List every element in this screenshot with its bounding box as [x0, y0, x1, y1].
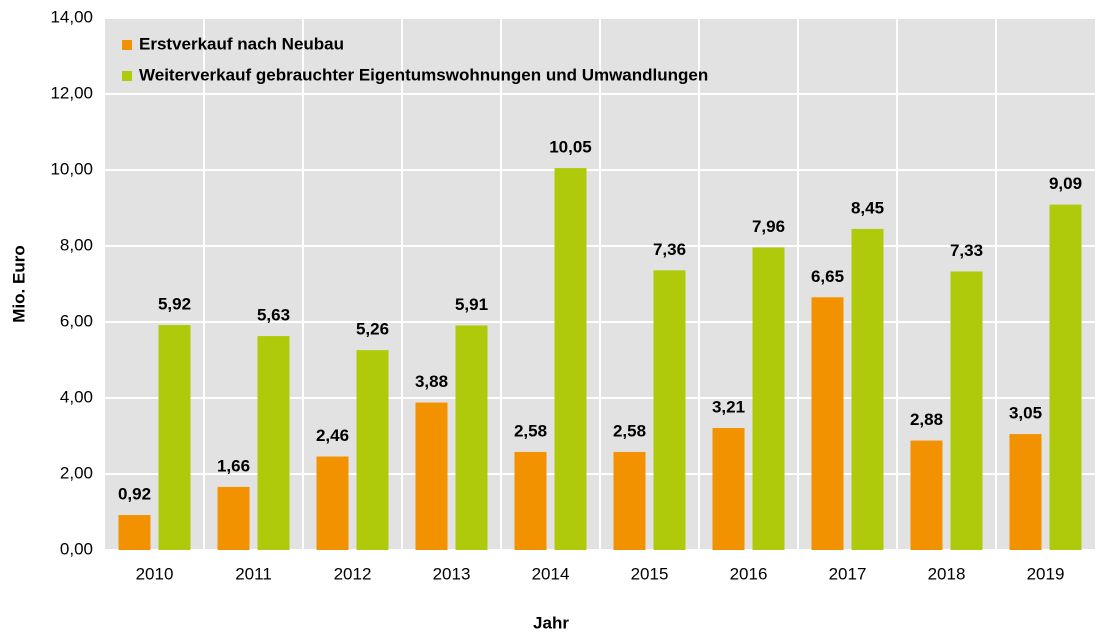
y-axis-label: Mio. Euro [9, 245, 28, 322]
bar [217, 486, 250, 550]
bar [1049, 204, 1082, 550]
x-tick-label: 2016 [730, 564, 768, 583]
x-tick-label: 2018 [928, 564, 966, 583]
value-label: 3,88 [415, 372, 448, 391]
bar [811, 297, 844, 550]
x-tick-label: 2015 [631, 564, 669, 583]
bar [752, 247, 785, 550]
legend-swatch [122, 40, 132, 50]
y-tick-label: 12,00 [50, 83, 93, 102]
value-label: 8,45 [851, 198, 884, 217]
bar [851, 228, 884, 550]
bar [1009, 434, 1042, 550]
value-label: 7,36 [653, 240, 686, 259]
x-tick-label: 2019 [1027, 564, 1065, 583]
y-tick-label: 4,00 [60, 387, 93, 406]
bar [356, 350, 389, 550]
y-tick-label: 10,00 [50, 159, 93, 178]
value-label: 7,33 [950, 241, 983, 260]
y-tick-label: 2,00 [60, 463, 93, 482]
value-label: 7,96 [752, 217, 785, 236]
value-label: 5,92 [158, 295, 191, 314]
bar [950, 271, 983, 550]
value-label: 3,05 [1009, 404, 1042, 423]
x-tick-label: 2011 [235, 564, 272, 583]
y-tick-label: 14,00 [50, 7, 93, 26]
bar [415, 402, 448, 550]
x-tick-label: 2017 [829, 564, 867, 583]
value-label: 2,58 [514, 421, 547, 440]
x-tick-label: 2014 [532, 564, 570, 583]
x-tick-label: 2010 [136, 564, 174, 583]
x-axis-label: Jahr [533, 613, 569, 632]
value-label: 5,63 [257, 306, 290, 325]
value-label: 0,92 [118, 485, 151, 504]
bar [712, 428, 745, 550]
value-label: 5,26 [356, 320, 389, 339]
bar [316, 456, 349, 550]
bar [158, 325, 191, 550]
bar [118, 515, 151, 550]
value-label: 1,66 [217, 456, 250, 475]
legend-label: Erstverkauf nach Neubau [139, 34, 344, 53]
value-label: 3,21 [712, 398, 745, 417]
value-label: 2,58 [613, 421, 646, 440]
y-tick-label: 8,00 [60, 235, 93, 254]
x-tick-label: 2012 [334, 564, 372, 583]
value-label: 2,88 [910, 410, 943, 429]
x-tick-label: 2013 [433, 564, 471, 583]
bar [613, 451, 646, 550]
value-label: 9,09 [1049, 174, 1082, 193]
legend-swatch [122, 71, 132, 81]
y-tick-label: 6,00 [60, 311, 93, 330]
bar [257, 336, 290, 550]
bar [455, 325, 488, 550]
bar [514, 451, 547, 550]
value-label: 10,05 [549, 138, 592, 157]
value-label: 6,65 [811, 267, 844, 286]
bar [910, 440, 943, 550]
bar [653, 270, 686, 550]
legend-label: Weiterverkauf gebrauchter Eigentumswohnu… [139, 65, 708, 84]
bar [554, 168, 587, 550]
y-tick-label: 0,00 [60, 539, 93, 558]
value-label: 5,91 [455, 295, 488, 314]
value-label: 2,46 [316, 426, 349, 445]
